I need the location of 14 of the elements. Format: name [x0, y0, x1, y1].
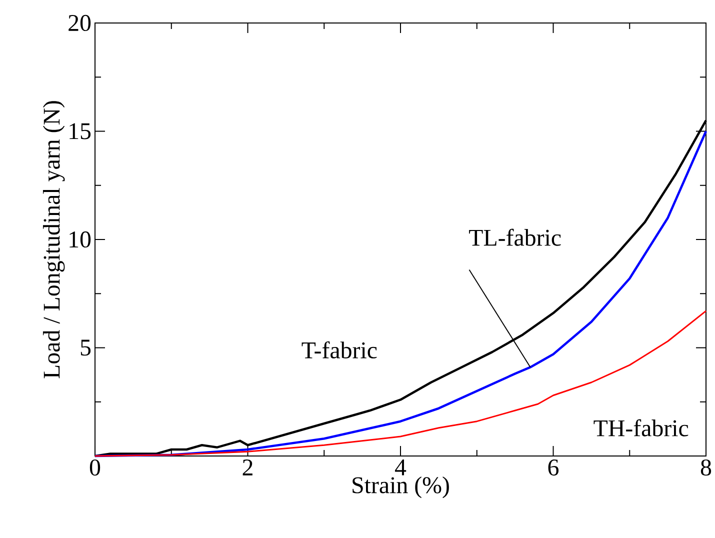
y-tick-label: 10: [70, 231, 91, 248]
x-tick-label: 0: [90, 460, 100, 476]
y-axis-title: Load / Longitudinal yarn (N): [42, 101, 65, 378]
annotation: TL-fabric: [469, 228, 561, 246]
y-tick-label: 5: [80, 340, 91, 356]
annotation: T-fabric: [302, 341, 377, 358]
x-tick-label: 4: [394, 460, 406, 476]
y-tick-label: 20: [68, 14, 91, 32]
annotation: TH-fabric: [594, 419, 688, 436]
x-tick-label: 2: [242, 460, 252, 476]
x-axis-title: Strain (%): [352, 476, 449, 498]
x-tick-label: 8: [700, 460, 712, 476]
x-tick-label: 6: [548, 460, 559, 476]
y-tick-label: 15: [70, 123, 91, 140]
